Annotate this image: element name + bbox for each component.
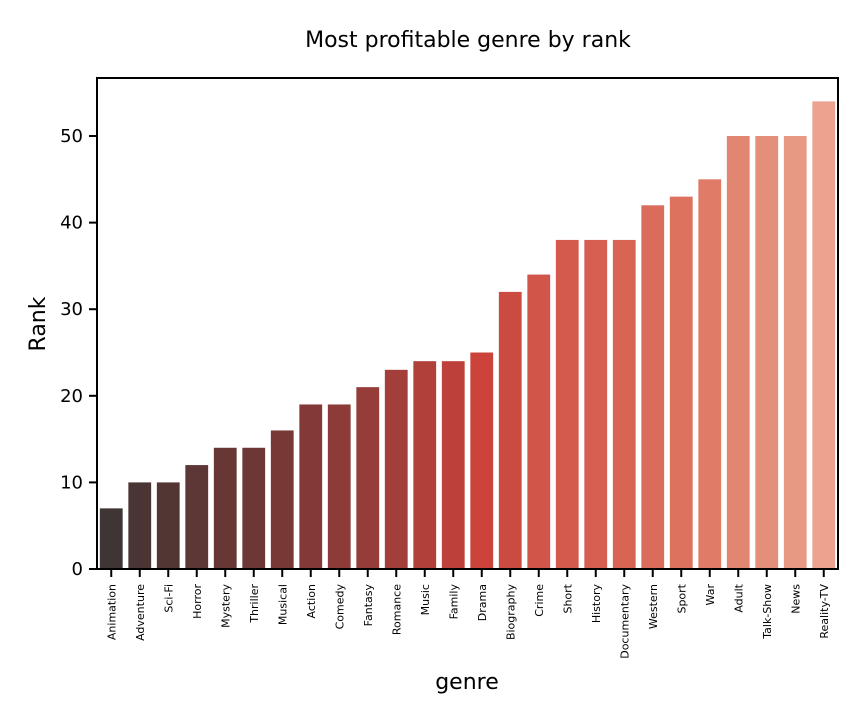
- x-tick-label: Comedy: [333, 584, 346, 630]
- bar-short: [555, 239, 579, 569]
- bar-biography: [498, 291, 522, 569]
- x-tick-label: Family: [447, 584, 460, 620]
- bar-sci-fi: [156, 482, 180, 569]
- x-tick-label: Talk-Show: [761, 584, 774, 640]
- x-tick-label: Short: [561, 583, 574, 613]
- x-tick-label: Horror: [191, 584, 204, 619]
- bar-war: [698, 179, 722, 570]
- bar-history: [584, 239, 608, 569]
- bar-mystery: [213, 447, 237, 569]
- bar-talk-show: [755, 136, 779, 569]
- bar-reality-tv: [812, 101, 836, 569]
- y-tick-label: 30: [60, 299, 83, 320]
- bar-crime: [527, 274, 551, 569]
- x-tick-label: History: [590, 584, 603, 624]
- x-tick-label: Sport: [675, 583, 688, 613]
- x-tick-label: Romance: [390, 584, 403, 635]
- x-tick-label: Fantasy: [362, 584, 375, 627]
- y-tick-label: 10: [60, 472, 83, 493]
- x-tick-label: Adventure: [134, 584, 147, 641]
- bar-adult: [726, 136, 750, 569]
- y-axis: 0 10 20 30 40 50: [60, 126, 97, 580]
- y-tick-label: 40: [60, 213, 83, 234]
- x-tick-label: Music: [419, 584, 432, 615]
- bar-documentary: [612, 239, 636, 569]
- bar-adventure: [128, 482, 152, 569]
- y-tick-label: 20: [60, 386, 83, 407]
- x-tick-label: Action: [305, 584, 318, 618]
- bar-music: [413, 361, 437, 569]
- x-tick-label: News: [789, 584, 802, 614]
- x-tick-label: War: [704, 584, 717, 606]
- bars-group: [99, 101, 836, 570]
- y-tick-label: 50: [60, 126, 83, 147]
- x-tick-label: Reality-TV: [818, 584, 831, 639]
- bar-musical: [270, 430, 294, 569]
- x-tick-label: Drama: [476, 584, 489, 621]
- bar-action: [299, 404, 323, 569]
- x-tick-label: Musical: [276, 584, 289, 625]
- x-axis: Animation Adventure Sci-Fi Horror Mystery Thr…: [105, 569, 831, 659]
- x-tick-label: Mystery: [219, 584, 232, 628]
- x-tick-label: Animation: [105, 584, 118, 640]
- bar-family: [441, 361, 465, 569]
- bar-animation: [99, 508, 123, 569]
- y-tick-label: 0: [72, 559, 83, 580]
- bar-sport: [669, 196, 693, 569]
- bar-fantasy: [356, 387, 380, 569]
- bar-thriller: [242, 447, 266, 569]
- x-tick-label: Crime: [533, 584, 546, 617]
- x-tick-label: Sci-Fi: [162, 584, 175, 613]
- bar-drama: [470, 352, 494, 569]
- bar-horror: [185, 465, 209, 569]
- x-axis-label: genre: [435, 670, 499, 695]
- x-tick-label: Adult: [732, 583, 745, 612]
- bar-comedy: [327, 404, 351, 569]
- y-axis-label: Rank: [26, 296, 51, 351]
- bar-western: [641, 205, 665, 569]
- bar-romance: [384, 369, 408, 569]
- x-tick-label: Western: [647, 584, 660, 629]
- x-tick-label: Biography: [504, 584, 517, 641]
- x-tick-label: Documentary: [618, 584, 631, 659]
- plot-area-frame: [96, 77, 839, 570]
- x-tick-label: Thriller: [248, 584, 261, 624]
- bar-news: [783, 136, 807, 569]
- chart-title: Most profitable genre by rank: [305, 28, 631, 53]
